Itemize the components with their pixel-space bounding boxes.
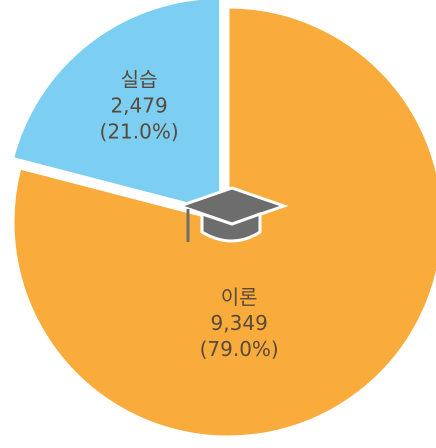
slice-label: 실습 xyxy=(121,68,158,92)
slice-label: 2,479 xyxy=(110,94,167,118)
graduation-cap-icon xyxy=(175,186,289,243)
slice-label: 9,349 xyxy=(211,311,268,335)
pie-slice xyxy=(10,0,223,215)
labels: 이론9,349(79.0%) 실습2,479(21.0%) xyxy=(100,68,279,362)
slice-label: (79.0%) xyxy=(200,337,279,361)
slice-label: 이론 xyxy=(221,285,258,309)
slice-label: (21.0%) xyxy=(100,120,179,144)
